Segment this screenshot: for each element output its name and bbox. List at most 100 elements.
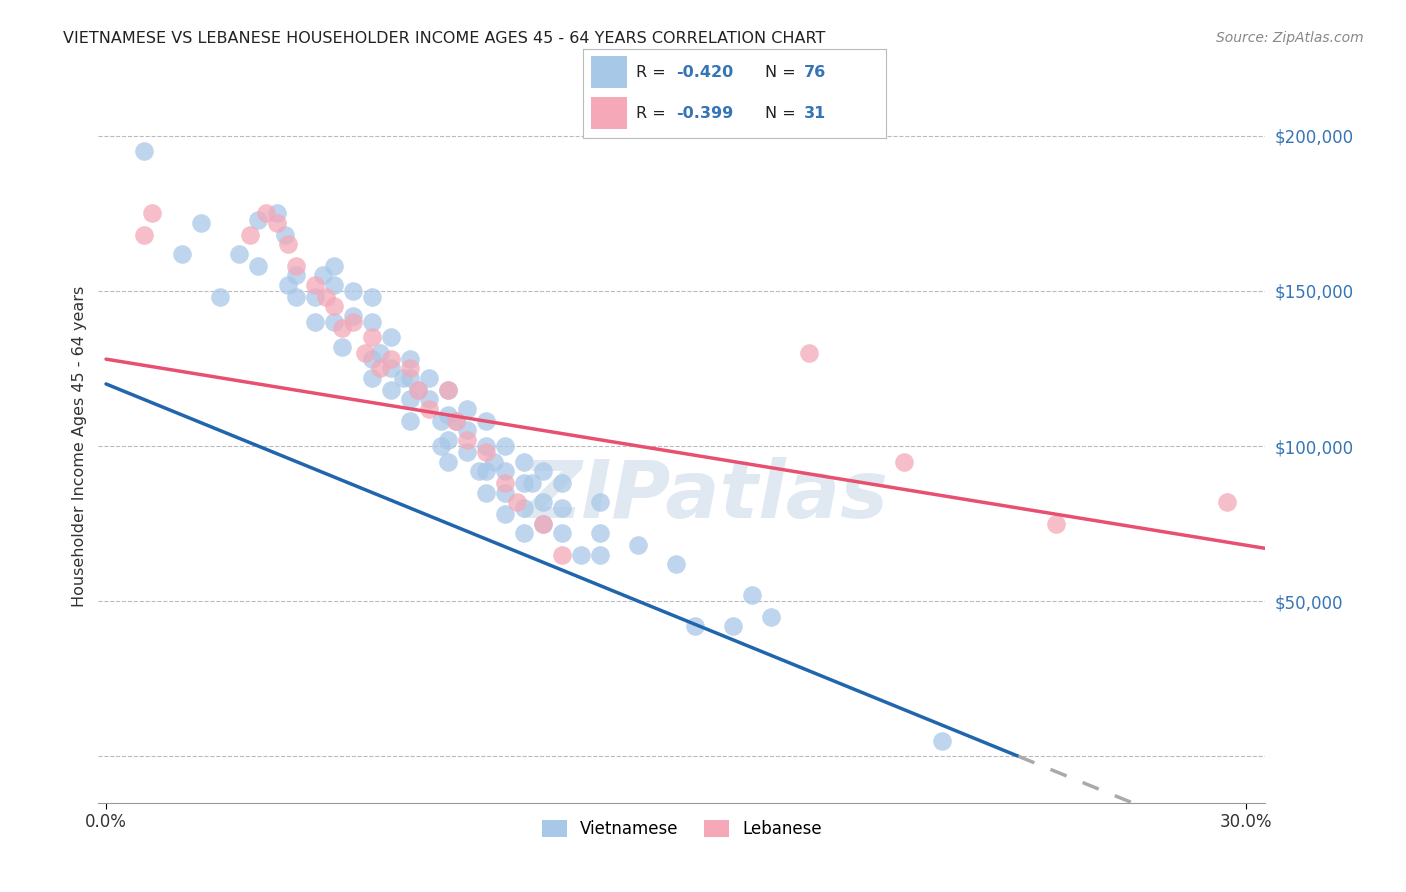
Point [361, 290, 384, 304]
Point [239, 227, 262, 242]
Point [342, 284, 364, 298]
Point [444, 414, 467, 428]
Point [456, 445, 478, 459]
Point [475, 464, 498, 478]
Point [456, 401, 478, 416]
Point [266, 206, 288, 220]
Point [494, 485, 516, 500]
Point [1045, 516, 1067, 531]
Point [627, 538, 650, 552]
Point [277, 237, 299, 252]
Point [391, 370, 413, 384]
Point [380, 352, 402, 367]
Text: -0.399: -0.399 [676, 106, 733, 120]
Point [399, 361, 422, 376]
Point [406, 383, 429, 397]
Point [323, 277, 346, 292]
Text: Source: ZipAtlas.com: Source: ZipAtlas.com [1216, 31, 1364, 45]
Text: 76: 76 [804, 65, 827, 79]
Point [494, 476, 516, 491]
Point [531, 516, 554, 531]
Point [304, 277, 326, 292]
Text: N =: N = [765, 65, 801, 79]
Point [342, 309, 364, 323]
Point [482, 454, 505, 468]
Point [399, 414, 422, 428]
Point [323, 299, 346, 313]
Legend: Vietnamese, Lebanese: Vietnamese, Lebanese [536, 813, 828, 845]
Text: ZIPatlas: ZIPatlas [523, 457, 887, 535]
Point [315, 290, 337, 304]
Point [513, 454, 536, 468]
Point [342, 315, 364, 329]
Point [475, 445, 498, 459]
Point [132, 227, 155, 242]
Point [475, 439, 498, 453]
Point [1216, 495, 1239, 509]
Point [266, 216, 288, 230]
Point [494, 464, 516, 478]
Point [418, 392, 440, 407]
Point [444, 414, 467, 428]
Point [361, 370, 384, 384]
Point [893, 454, 915, 468]
Point [513, 476, 536, 491]
Text: N =: N = [765, 106, 801, 120]
Point [304, 315, 326, 329]
Point [330, 340, 353, 354]
Point [273, 227, 295, 242]
Point [323, 315, 346, 329]
Bar [591, 56, 627, 88]
Point [589, 495, 612, 509]
Point [761, 609, 783, 624]
Point [531, 495, 554, 509]
Point [589, 548, 612, 562]
Point [380, 361, 402, 376]
Point [437, 408, 460, 422]
Point [931, 733, 953, 747]
Text: VIETNAMESE VS LEBANESE HOUSEHOLDER INCOME AGES 45 - 64 YEARS CORRELATION CHART: VIETNAMESE VS LEBANESE HOUSEHOLDER INCOM… [63, 31, 825, 46]
Point [569, 548, 592, 562]
Point [418, 401, 440, 416]
Point [285, 268, 308, 283]
Point [361, 352, 384, 367]
Point [406, 383, 429, 397]
Point [520, 476, 543, 491]
Point [799, 346, 821, 360]
Point [285, 259, 308, 273]
Text: R =: R = [637, 65, 671, 79]
Point [380, 330, 402, 344]
Point [399, 392, 422, 407]
Point [254, 206, 277, 220]
Point [330, 321, 353, 335]
Point [513, 501, 536, 516]
Point [247, 212, 270, 227]
Point [456, 424, 478, 438]
Text: R =: R = [637, 106, 671, 120]
Text: -0.420: -0.420 [676, 65, 733, 79]
Point [437, 433, 460, 447]
Point [494, 439, 516, 453]
Bar [591, 97, 627, 129]
Point [380, 383, 402, 397]
Point [141, 206, 163, 220]
Point [418, 370, 440, 384]
Point [323, 259, 346, 273]
Point [368, 346, 391, 360]
Point [209, 290, 232, 304]
Point [467, 464, 489, 478]
Point [551, 525, 574, 540]
Point [361, 315, 384, 329]
Point [312, 268, 335, 283]
Point [277, 277, 299, 292]
Point [531, 516, 554, 531]
Point [683, 619, 706, 633]
Point [456, 433, 478, 447]
Point [304, 290, 326, 304]
Point [353, 346, 375, 360]
Point [437, 383, 460, 397]
Point [475, 485, 498, 500]
Point [247, 259, 270, 273]
Point [475, 414, 498, 428]
Y-axis label: Householder Income Ages 45 - 64 years: Householder Income Ages 45 - 64 years [72, 285, 87, 607]
